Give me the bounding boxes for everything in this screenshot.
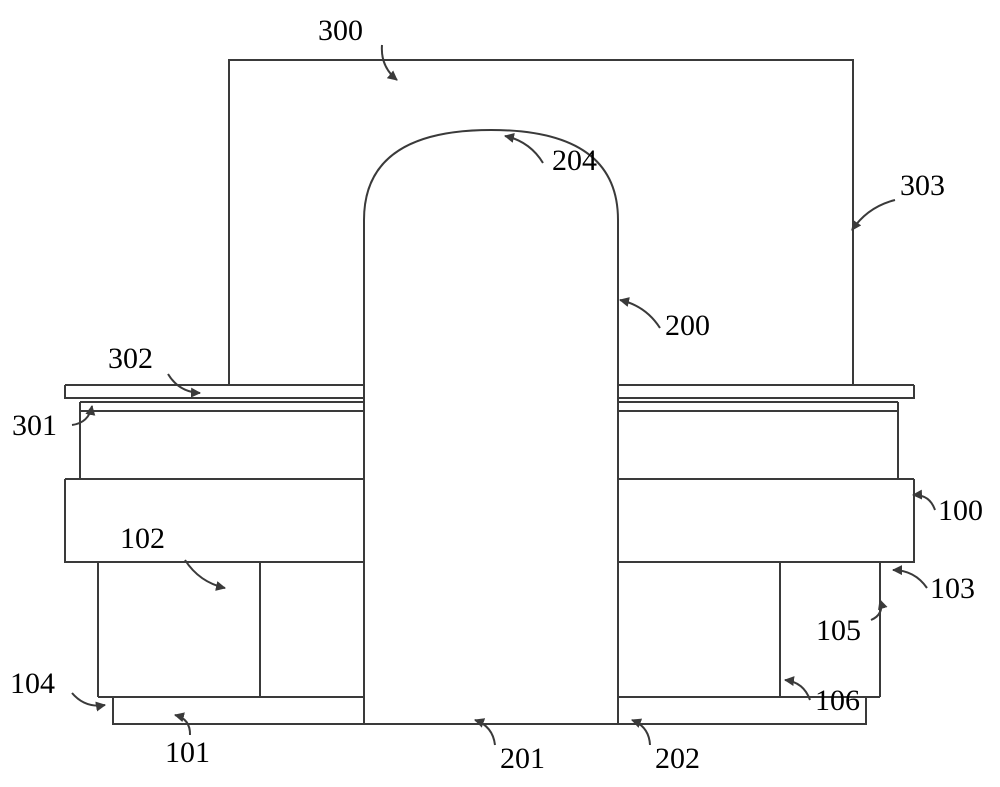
leader-200 (620, 300, 660, 328)
mid-block-right (618, 479, 914, 562)
base-left (113, 697, 364, 724)
leader-300 (382, 45, 397, 80)
leader-104 (72, 693, 105, 706)
leader-100 (913, 495, 935, 510)
label-204: 204 (552, 144, 597, 177)
arch (364, 130, 618, 724)
label-301: 301 (12, 409, 57, 442)
leader-301 (72, 406, 92, 425)
label-101: 101 (165, 736, 210, 769)
label-303: 303 (900, 169, 945, 202)
leader-103 (893, 570, 927, 588)
label-104: 104 (10, 667, 55, 700)
leader-102 (185, 560, 225, 588)
reference-labels: 300 204 303 200 302 301 100 102 103 105 104 101 106 2… (10, 14, 983, 775)
label-100: 100 (938, 494, 983, 527)
ledge-top-right (618, 385, 914, 398)
leader-204 (505, 136, 543, 163)
label-200: 200 (665, 309, 710, 342)
label-300: 300 (318, 14, 363, 47)
technical-diagram: 300 204 303 200 302 301 100 102 103 105 104 101 106 2… (0, 0, 1000, 787)
leader-302 (168, 374, 200, 393)
leader-303 (852, 200, 895, 230)
label-201: 201 (500, 742, 545, 775)
label-105: 105 (816, 614, 861, 647)
label-202: 202 (655, 742, 700, 775)
leader-lines (72, 45, 935, 745)
upper-frame (229, 60, 853, 385)
band-right (618, 411, 898, 479)
ledge-small-right (618, 402, 898, 411)
ledge-small-left (80, 402, 364, 411)
band-left (80, 411, 364, 479)
label-103: 103 (930, 572, 975, 605)
ledge-top-left (65, 385, 364, 398)
label-106: 106 (815, 684, 860, 717)
label-102: 102 (120, 522, 165, 555)
mid-block-left (65, 479, 364, 562)
label-302: 302 (108, 342, 153, 375)
